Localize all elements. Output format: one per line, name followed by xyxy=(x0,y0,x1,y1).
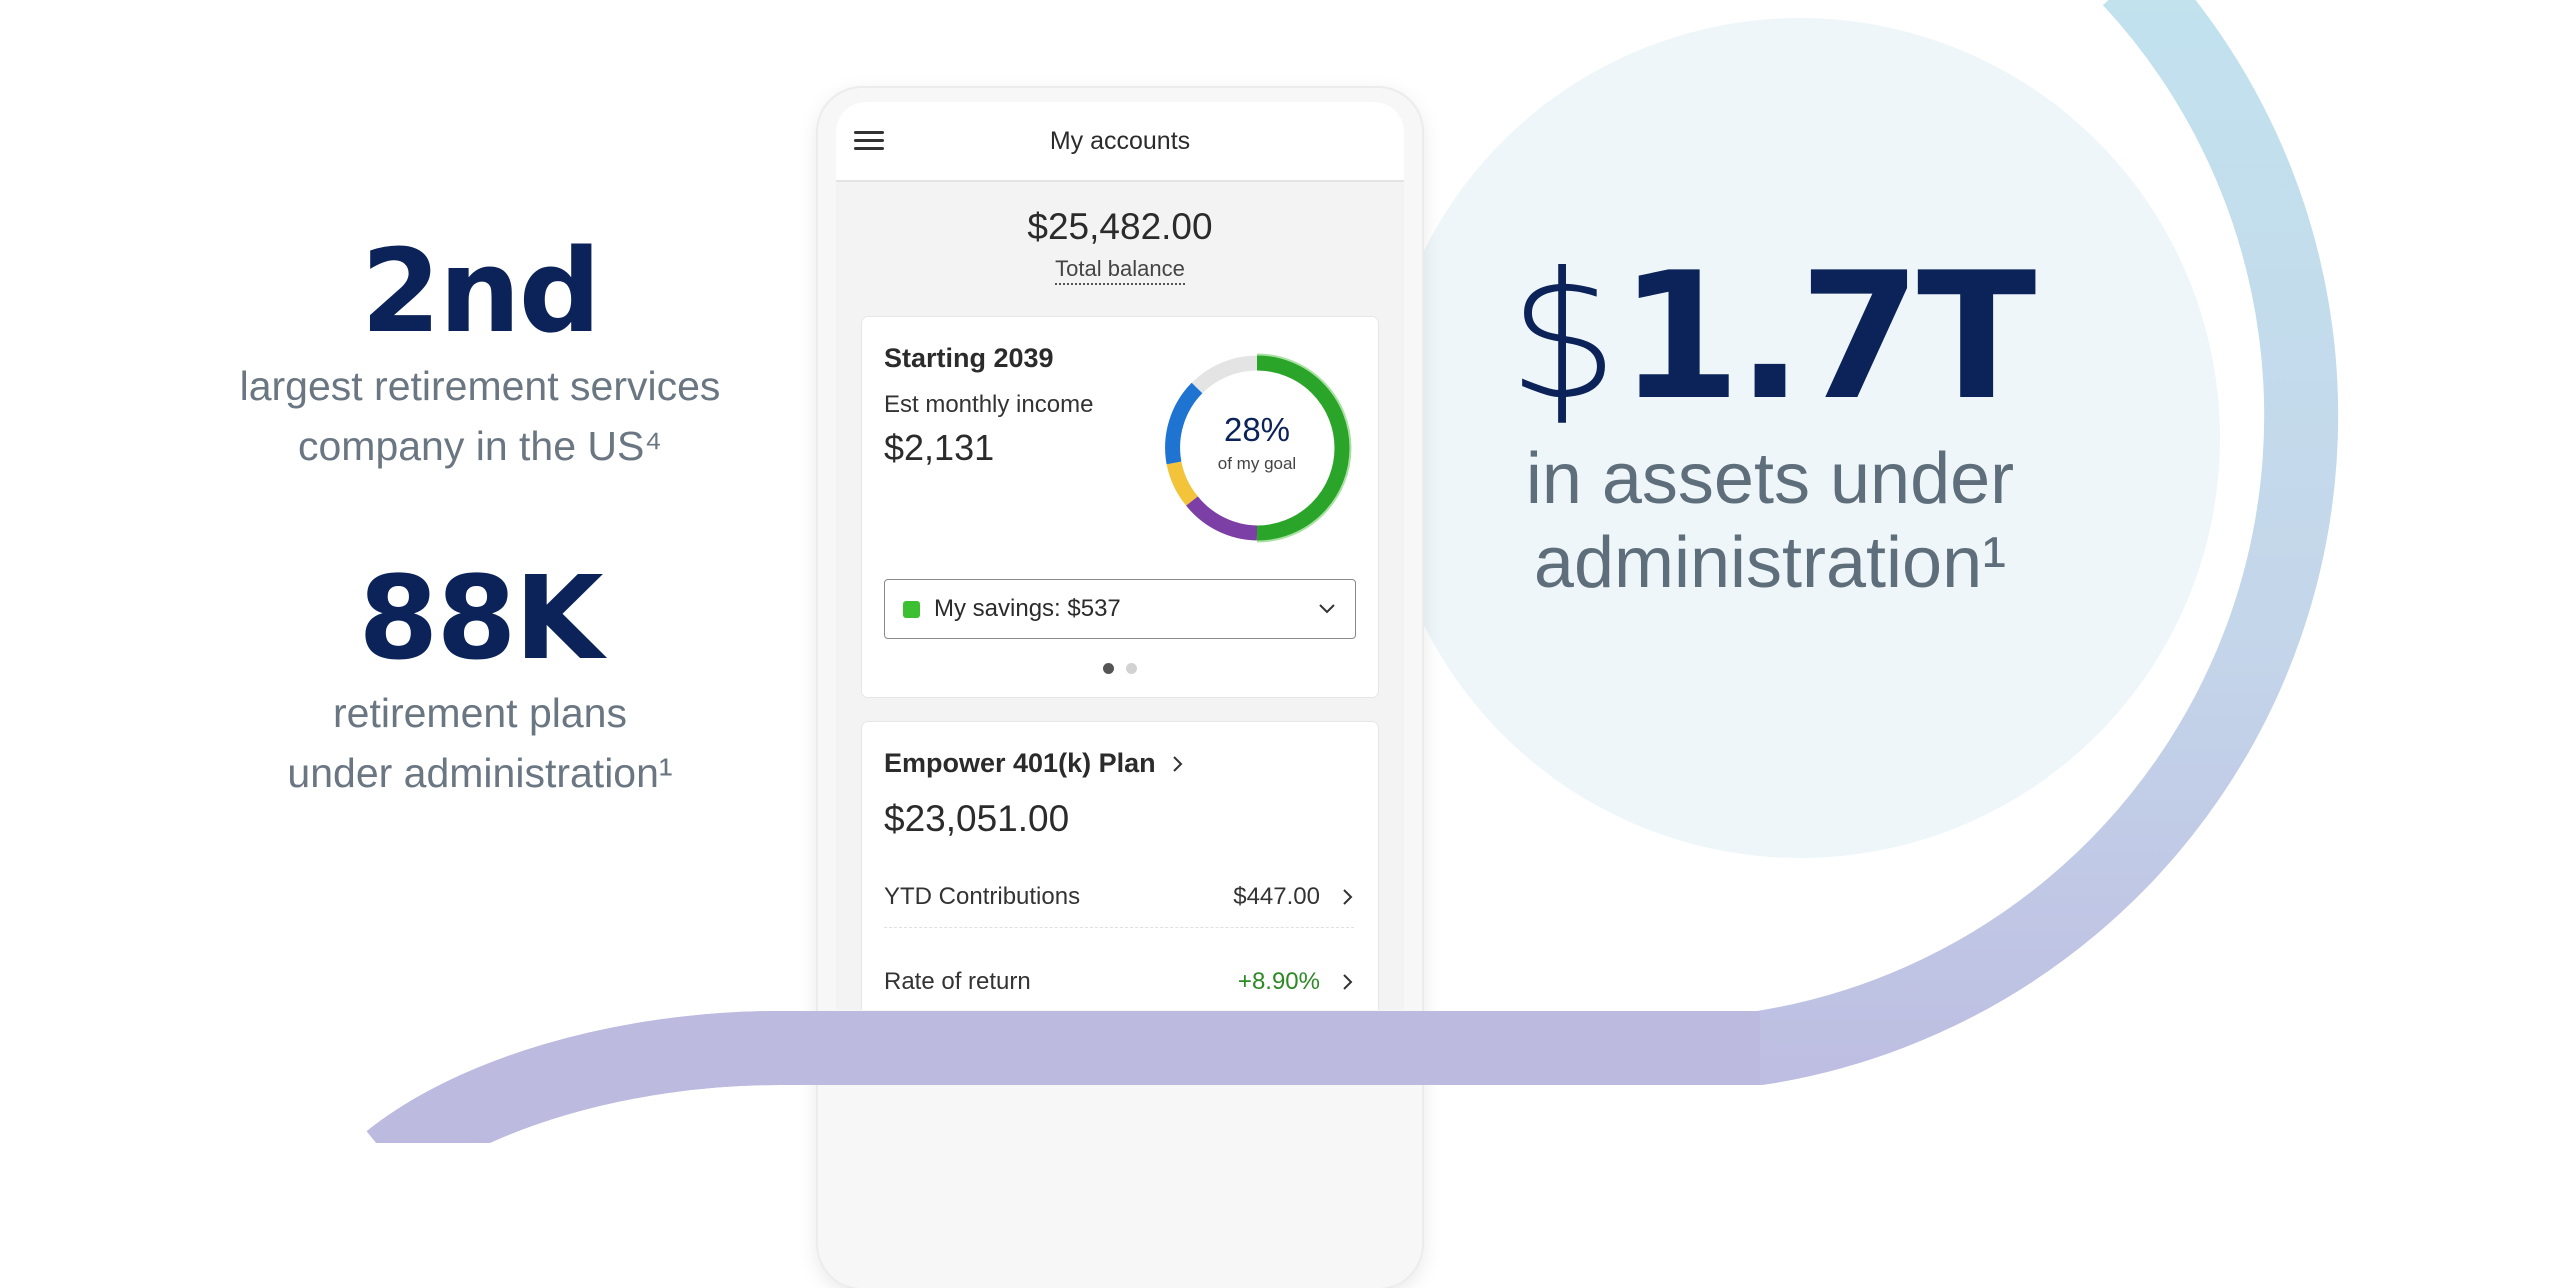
donut-segment-purple xyxy=(1186,496,1258,541)
goal-percent: 28% xyxy=(1223,411,1291,448)
savings-dropdown-value: My savings: $537 xyxy=(934,595,1121,622)
donut-segment-blue xyxy=(1165,382,1203,465)
goal-donut-chart xyxy=(1165,353,1352,543)
chevron-right-icon xyxy=(1172,755,1183,772)
plan-title: Empower 401(k) Plan xyxy=(884,748,1156,778)
light-circle xyxy=(1380,18,2220,858)
income-value: $2,131 xyxy=(884,427,995,468)
balance-summary: $25,482.00 Total balance xyxy=(836,182,1404,285)
rate-of-return-value: +8.90% xyxy=(1237,968,1320,995)
stat-rank: 2nd largest retirement services company … xyxy=(180,235,780,476)
chevron-right-icon xyxy=(1343,889,1353,905)
plan-card: Empower 401(k) Plan $23,051.00 YTD Contr… xyxy=(862,722,1378,1010)
rate-of-return-label: Rate of return xyxy=(884,968,1031,995)
savings-color-swatch xyxy=(903,600,920,618)
total-balance-amount: $25,482.00 xyxy=(1027,206,1213,247)
app-header: My accounts xyxy=(836,102,1404,182)
carousel-dot-1[interactable] xyxy=(1103,663,1114,674)
income-card: Starting 2039 Est monthly income $2,131 … xyxy=(862,317,1378,697)
ytd-contributions-row[interactable]: YTD Contributions $447.00 xyxy=(884,867,1354,928)
stat-assets-value: $1.7T xyxy=(1480,250,2060,425)
chevron-right-icon xyxy=(1343,974,1353,990)
savings-dropdown[interactable]: My savings: $537 xyxy=(884,579,1356,639)
total-balance-label[interactable]: Total balance xyxy=(1055,256,1185,285)
rate-of-return-row[interactable]: Rate of return +8.90% xyxy=(884,952,1354,1010)
header-title: My accounts xyxy=(1049,126,1191,155)
stat-assets: $1.7T in assets under administration¹ xyxy=(1480,250,2060,605)
plan-title-link[interactable]: Empower 401(k) Plan xyxy=(884,748,1184,779)
stat-assets-description: in assets under administration¹ xyxy=(1525,439,2015,603)
phone-screen: My accounts $25,482.00 Total balance Sta… xyxy=(836,102,1404,1010)
donut-segment-green xyxy=(1256,355,1350,541)
stat-plans-value: 88K xyxy=(358,552,603,686)
ytd-contributions-value: $447.00 xyxy=(1233,883,1320,910)
chevron-down-icon xyxy=(1319,604,1335,614)
income-card-title: Starting 2039 xyxy=(884,343,1054,373)
assets-amount: 1.7T xyxy=(1618,236,2036,439)
carousel-pagination xyxy=(862,663,1378,674)
stat-plans-description: retirement plans under administration¹ xyxy=(287,690,673,796)
ytd-contributions-label: YTD Contributions xyxy=(884,883,1081,910)
goal-percent-label: of my goal xyxy=(1217,454,1297,473)
goal-percent-display: 28% of my goal xyxy=(1162,353,1352,543)
stat-rank-value: 2nd xyxy=(360,225,601,359)
currency-symbol: $ xyxy=(1507,236,1619,439)
stat-rank-description: largest retirement services company in t… xyxy=(239,363,721,469)
stat-plans: 88K retirement plans under administratio… xyxy=(180,562,780,803)
income-label: Est monthly income xyxy=(884,391,1094,418)
donut-hatched-remainder xyxy=(1191,355,1258,394)
donut-segment-yellow xyxy=(1166,461,1198,506)
hamburger-menu-icon[interactable] xyxy=(854,128,884,154)
plan-balance: $23,051.00 xyxy=(884,798,1070,839)
carousel-dot-2[interactable] xyxy=(1126,663,1137,674)
